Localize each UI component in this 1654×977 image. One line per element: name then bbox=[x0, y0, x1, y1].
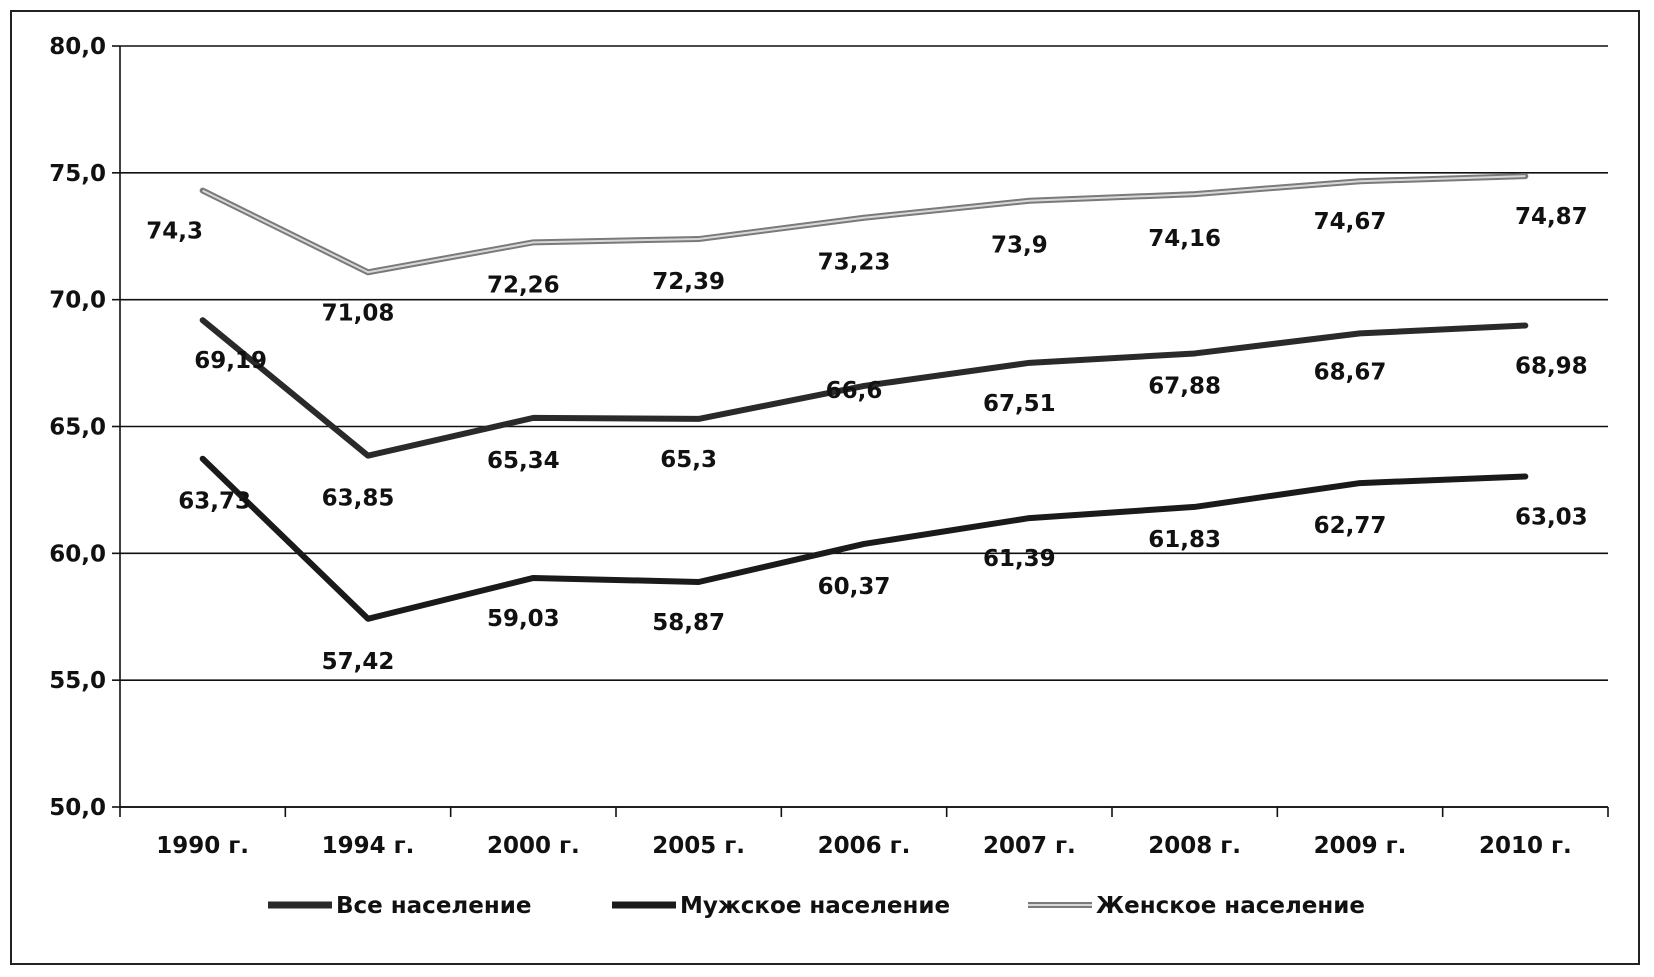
data-label: 71,08 bbox=[322, 300, 395, 326]
data-label: 72,26 bbox=[487, 272, 560, 298]
data-label: 74,67 bbox=[1314, 209, 1387, 235]
x-axis-ticks: 1990 г. 1994 г. 2000 г. 2005 г. 2006 г. 2007 … bbox=[119, 807, 1609, 859]
y-tick-label: 70,0 bbox=[49, 288, 106, 314]
legend-item: Мужское население bbox=[612, 893, 950, 919]
data-label: 63,73 bbox=[178, 489, 251, 515]
y-tick-label: 65,0 bbox=[49, 415, 106, 441]
data-label: 68,98 bbox=[1515, 354, 1588, 380]
series-lines bbox=[199, 173, 1529, 622]
x-tick-label: 2005 г. bbox=[652, 833, 745, 859]
data-label: 61,83 bbox=[1148, 527, 1221, 553]
data-label: 63,85 bbox=[322, 486, 395, 512]
data-label: 63,03 bbox=[1515, 504, 1588, 530]
data-label: 69,19 bbox=[194, 348, 267, 374]
x-tick-label: 2008 г. bbox=[1148, 833, 1241, 859]
data-label: 61,39 bbox=[983, 546, 1056, 572]
data-label: 65,3 bbox=[660, 447, 717, 473]
series-line-female-inner bbox=[202, 175, 1526, 274]
data-label: 58,87 bbox=[652, 610, 725, 636]
gridlines bbox=[120, 45, 1608, 808]
data-label: 65,34 bbox=[487, 448, 560, 474]
y-axis-ticks: 50,0 55,0 60,0 65,0 70,0 75,0 80,0 bbox=[49, 34, 120, 821]
legend-label: Женское население bbox=[1096, 893, 1365, 919]
y-tick-label: 55,0 bbox=[49, 668, 106, 694]
data-label: 74,3 bbox=[146, 219, 203, 245]
x-tick-label: 1994 г. bbox=[322, 833, 415, 859]
x-tick-label: 2009 г. bbox=[1314, 833, 1407, 859]
y-tick-label: 75,0 bbox=[49, 161, 106, 187]
x-tick-label: 2000 г. bbox=[487, 833, 580, 859]
y-tick-label: 60,0 bbox=[49, 541, 106, 567]
x-tick-label: 2007 г. bbox=[983, 833, 1076, 859]
data-label: 66,6 bbox=[826, 378, 883, 404]
data-label: 73,9 bbox=[991, 233, 1048, 259]
data-label: 59,03 bbox=[487, 606, 560, 632]
x-tick-label: 2010 г. bbox=[1479, 833, 1572, 859]
data-labels: 69,19 63,85 65,34 65,3 66,6 67,51 67,88 68,67 68… bbox=[146, 204, 1587, 675]
series-line-male bbox=[199, 455, 1529, 622]
legend-label: Все население bbox=[336, 893, 531, 919]
data-label: 74,16 bbox=[1148, 226, 1221, 252]
data-label: 74,87 bbox=[1515, 204, 1588, 230]
x-tick-label: 2006 г. bbox=[818, 833, 911, 859]
x-tick-label: 1990 г. bbox=[156, 833, 249, 859]
y-tick-label: 50,0 bbox=[49, 795, 106, 821]
data-label: 67,51 bbox=[983, 391, 1056, 417]
legend-item: Все население bbox=[268, 893, 531, 919]
data-label: 67,88 bbox=[1148, 373, 1221, 399]
data-label: 57,42 bbox=[322, 649, 395, 675]
data-label: 60,37 bbox=[818, 574, 891, 600]
y-tick-label: 80,0 bbox=[49, 34, 106, 60]
legend-label: Мужское население bbox=[680, 893, 950, 919]
data-label: 72,39 bbox=[652, 269, 725, 295]
series-line-all bbox=[199, 317, 1529, 459]
data-label: 68,67 bbox=[1314, 359, 1387, 385]
data-label: 62,77 bbox=[1314, 513, 1387, 539]
legend: Все население Мужское население Женское на… bbox=[268, 893, 1365, 919]
chart-frame bbox=[10, 10, 1640, 965]
data-label: 73,23 bbox=[818, 250, 891, 276]
legend-item: Женское население bbox=[1028, 893, 1365, 919]
